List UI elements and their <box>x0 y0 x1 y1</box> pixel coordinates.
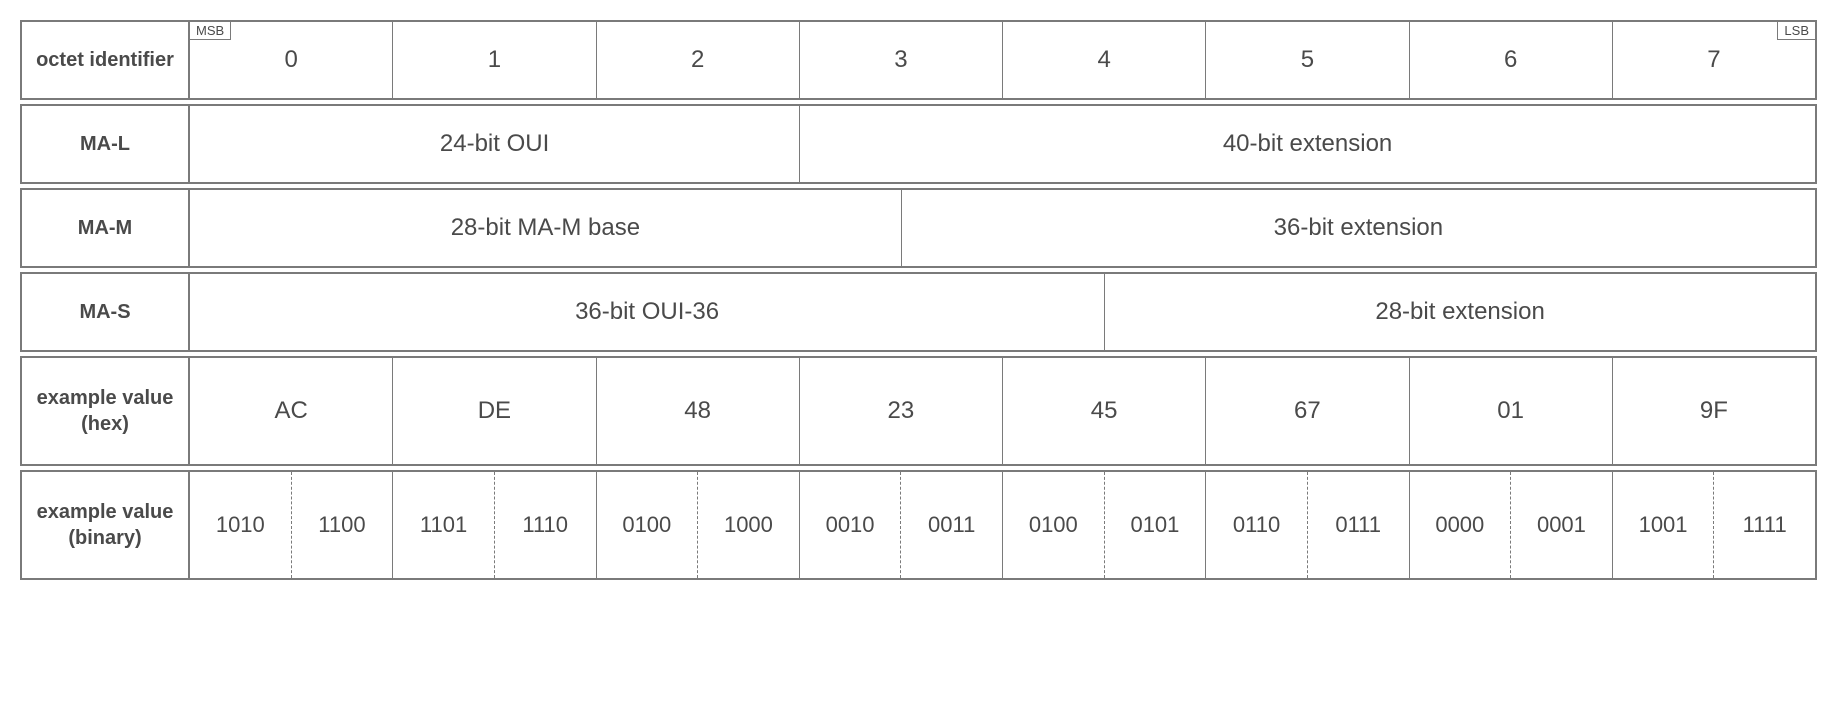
span-segment: 36-bit extension <box>902 188 1817 268</box>
binary-cell: 11011110 <box>393 470 596 580</box>
octet-header-cell: 3 <box>800 20 1003 100</box>
nibble-value: 1000 <box>698 472 799 578</box>
row-ma-l: MA-L 24-bit OUI 40-bit extension <box>20 104 1817 188</box>
hex-cell: 23 <box>800 356 1003 466</box>
lsb-badge: LSB <box>1777 22 1815 40</box>
octet-index: 0 <box>284 46 297 74</box>
hex-cell: 01 <box>1410 356 1613 466</box>
octet-header-area: 0 MSB 1 2 3 4 5 6 7 LSB <box>190 20 1817 100</box>
binary-cell: 00000001 <box>1410 470 1613 580</box>
binary-cell: 10101100 <box>190 470 393 580</box>
label-text: example value (hex) <box>28 385 182 437</box>
octet-header-cell: 6 <box>1410 20 1613 100</box>
hex-cell: 48 <box>597 356 800 466</box>
octet-index: 7 <box>1707 46 1720 74</box>
label-text: octet identifier <box>36 47 174 73</box>
span-segment-label: 36-bit OUI-36 <box>575 298 719 326</box>
span-segment: 24-bit OUI <box>190 104 800 184</box>
row-example-hex: example value (hex) AC DE 48 23 45 67 01 9F <box>20 356 1817 470</box>
octet-index: 2 <box>691 46 704 74</box>
binary-cell: 10011111 <box>1613 470 1817 580</box>
nibble-value: 1001 <box>1613 472 1715 578</box>
hex-value: AC <box>274 397 307 425</box>
span-segment-label: 36-bit extension <box>1274 214 1443 242</box>
nibble-value: 0000 <box>1410 472 1512 578</box>
span-segment: 28-bit MA-M base <box>190 188 902 268</box>
binary-cell: 01001000 <box>597 470 800 580</box>
binary-cell: 00100011 <box>800 470 1003 580</box>
hex-value: 23 <box>888 397 915 425</box>
span-segment: 28-bit extension <box>1105 272 1817 352</box>
label-example-hex: example value (hex) <box>20 356 190 466</box>
octet-header-cell: 0 MSB <box>190 20 393 100</box>
nibble-value: 0111 <box>1308 472 1409 578</box>
ma-s-area: 36-bit OUI-36 28-bit extension <box>190 272 1817 352</box>
octet-index: 3 <box>894 46 907 74</box>
span-segment: 36-bit OUI-36 <box>190 272 1105 352</box>
hex-value: 67 <box>1294 397 1321 425</box>
nibble-value: 0011 <box>901 472 1002 578</box>
span-segment-label: 24-bit OUI <box>440 130 549 158</box>
nibble-value: 0110 <box>1206 472 1308 578</box>
eui64-structure-table: octet identifier 0MSB1234567LSB MA-L 24-… <box>20 20 1817 584</box>
octet-header-cell: 1 <box>393 20 596 100</box>
hex-value: DE <box>478 397 511 425</box>
span-segment-label: 28-bit extension <box>1375 298 1544 326</box>
octet-header-cell: 5 <box>1206 20 1409 100</box>
ma-m-area: 28-bit MA-M base 36-bit extension <box>190 188 1817 268</box>
label-text: MA-M <box>78 215 132 241</box>
span-segment-label: 40-bit extension <box>1223 130 1392 158</box>
binary-cell: 01100111 <box>1206 470 1409 580</box>
label-text: example value (binary) <box>28 499 182 551</box>
binary-cell: 01000101 <box>1003 470 1206 580</box>
label-ma-m: MA-M <box>20 188 190 268</box>
hex-cell: 9F <box>1613 356 1817 466</box>
hex-area: AC DE 48 23 45 67 01 9F <box>190 356 1817 466</box>
hex-value: 45 <box>1091 397 1118 425</box>
ma-l-area: 24-bit OUI 40-bit extension <box>190 104 1817 184</box>
nibble-value: 1110 <box>495 472 596 578</box>
hex-value: 48 <box>684 397 711 425</box>
octet-header-cell: 2 <box>597 20 800 100</box>
nibble-value: 0101 <box>1105 472 1206 578</box>
hex-value: 01 <box>1497 397 1524 425</box>
octet-index: 1 <box>488 46 501 74</box>
hex-cell: 45 <box>1003 356 1206 466</box>
label-octet-identifier: octet identifier <box>20 20 190 100</box>
hex-value: 9F <box>1700 397 1728 425</box>
label-ma-l: MA-L <box>20 104 190 184</box>
label-text: MA-S <box>79 299 130 325</box>
octet-index: 5 <box>1301 46 1314 74</box>
row-octet-identifier: octet identifier 0 MSB 1 2 3 4 5 6 7 LSB <box>20 20 1817 104</box>
row-ma-s: MA-S 36-bit OUI-36 28-bit extension <box>20 272 1817 356</box>
octet-header-cell: 7 LSB <box>1613 20 1817 100</box>
span-segment: 40-bit extension <box>800 104 1817 184</box>
label-example-bin: example value (binary) <box>20 470 190 580</box>
row-ma-m: MA-M 28-bit MA-M base 36-bit extension <box>20 188 1817 272</box>
nibble-value: 1101 <box>393 472 495 578</box>
nibble-value: 0100 <box>1003 472 1105 578</box>
hex-cell: DE <box>393 356 596 466</box>
nibble-value: 0010 <box>800 472 902 578</box>
nibble-value: 1010 <box>190 472 292 578</box>
octet-header-cell: 4 <box>1003 20 1206 100</box>
octet-index: 6 <box>1504 46 1517 74</box>
label-ma-s: MA-S <box>20 272 190 352</box>
span-segment-label: 28-bit MA-M base <box>451 214 640 242</box>
msb-badge: MSB <box>190 22 231 40</box>
nibble-value: 0001 <box>1511 472 1612 578</box>
octet-index: 4 <box>1097 46 1110 74</box>
bin-area: 1010110011011110010010000010001101000101… <box>190 470 1817 580</box>
nibble-value: 1111 <box>1714 472 1815 578</box>
nibble-value: 1100 <box>292 472 393 578</box>
label-text: MA-L <box>80 131 130 157</box>
row-example-bin: example value (binary) 10101100110111100… <box>20 470 1817 584</box>
hex-cell: AC <box>190 356 393 466</box>
hex-cell: 67 <box>1206 356 1409 466</box>
nibble-value: 0100 <box>597 472 699 578</box>
